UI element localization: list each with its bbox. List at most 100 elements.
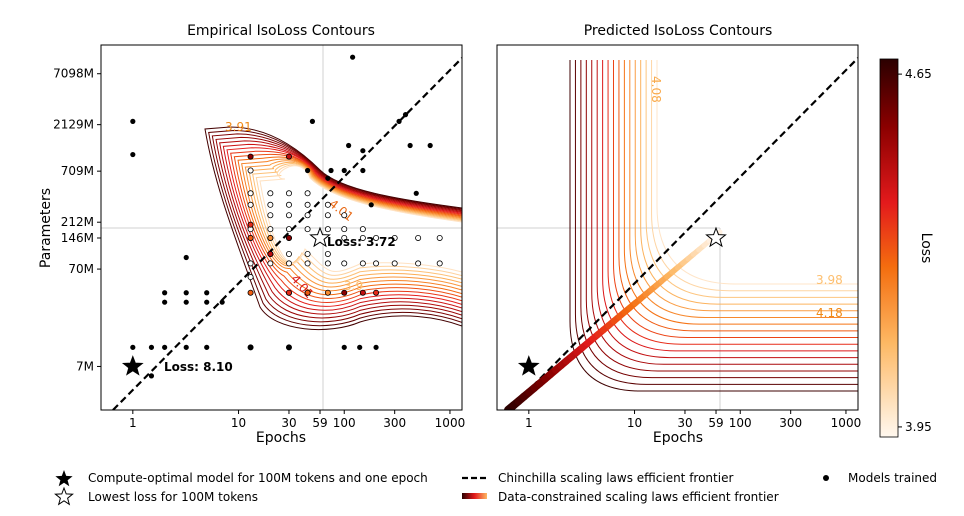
open-point: [436, 234, 443, 241]
loss-colored-point: [304, 289, 311, 296]
predicted-contour: [656, 60, 858, 285]
predicted-contour: [651, 60, 858, 292]
open-point: [285, 260, 292, 267]
trained-model-point: [162, 344, 168, 350]
trained-model-point: [204, 299, 210, 305]
empirical-contour: [237, 156, 462, 296]
predicted-contour: [602, 60, 858, 352]
panel-predicted: Predicted IsoLoss Contours 4.08 3.98 4.1…: [496, 23, 861, 446]
x-tick-label: 100: [729, 416, 752, 430]
empirical-title: Empirical IsoLoss Contours: [187, 23, 375, 39]
open-point: [391, 234, 398, 241]
trained-model-point: [130, 118, 136, 124]
predicted-contour: [613, 60, 858, 338]
empirical-contour: [255, 164, 462, 277]
trained-model-point: [357, 344, 363, 350]
open-point: [341, 212, 348, 219]
trained-model-point: [373, 344, 379, 350]
open-point: [304, 212, 311, 219]
predicted-contour-label: 4.08: [649, 76, 663, 103]
open-point: [359, 260, 366, 267]
trained-model-point: [148, 373, 155, 379]
empirical-reference-lines: [101, 45, 462, 410]
trained-model-point: [204, 344, 210, 350]
open-point: [391, 260, 398, 267]
x-tick-label: 30: [281, 416, 296, 430]
open-point: [373, 260, 380, 267]
open-point: [324, 260, 331, 267]
loss-colored-point: [341, 289, 348, 296]
trained-model-point: [286, 344, 292, 350]
trained-model-point: [360, 148, 366, 154]
open-point: [324, 212, 331, 219]
predicted-contour: [629, 60, 858, 318]
y-tick-label: 70M: [68, 262, 94, 276]
x-tick-label: 10: [627, 416, 642, 430]
open-point: [415, 260, 422, 267]
x-tick-label: 59: [708, 416, 723, 430]
open-point: [341, 260, 348, 267]
empirical-contour: [215, 136, 462, 319]
open-point: [304, 226, 311, 233]
predicted-contour: [574, 60, 858, 385]
open-point: [359, 234, 366, 241]
loss-colored-point: [247, 221, 254, 228]
predicted-contour: [596, 60, 858, 359]
predicted-contours: [569, 60, 858, 392]
open-point: [285, 201, 292, 208]
filled-star-marker: [517, 355, 540, 376]
open-point: [247, 167, 254, 174]
predicted-contour: [640, 60, 858, 305]
empirical-points: [130, 54, 443, 379]
predicted-contour: [607, 60, 858, 345]
predicted-contour: [634, 60, 858, 312]
open-point: [373, 234, 380, 241]
open-point: [247, 274, 254, 281]
empirical-contour-label: 4.01: [326, 197, 356, 224]
empirical-contour: [259, 165, 462, 273]
open-point: [304, 190, 311, 197]
trained-model-point: [325, 175, 331, 181]
predicted-axes-frame: [496, 44, 859, 411]
x-tick-label: 100: [333, 416, 356, 430]
x-tick-label: 30: [677, 416, 692, 430]
trained-model-point: [148, 344, 155, 350]
legend-gradient-line-icon: [462, 493, 487, 499]
trained-model-point: [407, 142, 413, 149]
y-tick-label: 7098M: [53, 67, 94, 81]
predicted-x-label: Epochs: [653, 430, 703, 446]
trained-model-point: [304, 167, 311, 174]
open-point: [324, 226, 331, 233]
open-point: [267, 226, 274, 233]
predicted-contour: [580, 60, 858, 379]
trained-model-point: [162, 299, 168, 305]
open-point: [415, 234, 422, 241]
empirical-contour: [252, 163, 462, 280]
open-point: [267, 201, 274, 208]
open-point: [267, 190, 274, 197]
predicted-data-constrained-frontier: [504, 229, 723, 410]
predicted-contour-label: 3.98: [816, 273, 843, 287]
loss-colored-point: [373, 289, 380, 296]
open-point: [304, 260, 311, 267]
compute-optimal-annotation: Loss: 8.10: [164, 360, 233, 374]
predicted-contour: [623, 60, 858, 325]
predicted-contour: [585, 60, 858, 372]
trained-model-point: [130, 151, 136, 158]
trained-model-point: [183, 344, 189, 350]
open-point: [285, 226, 292, 233]
loss-colored-point: [285, 289, 292, 296]
open-star-marker: [705, 226, 727, 248]
empirical-contour: [241, 158, 462, 292]
open-point: [285, 190, 292, 197]
empirical-y-label: Parameters: [38, 188, 54, 268]
trained-model-point: [162, 290, 168, 296]
loss-colored-point: [247, 153, 254, 160]
empirical-contour: [226, 147, 462, 307]
empirical-contour: [219, 140, 462, 315]
colorbar-ticks: 3.95 4.65: [898, 67, 932, 434]
colorbar-tick-label: 3.95: [905, 420, 932, 434]
open-point: [247, 260, 254, 267]
loss-colored-point: [324, 289, 331, 296]
